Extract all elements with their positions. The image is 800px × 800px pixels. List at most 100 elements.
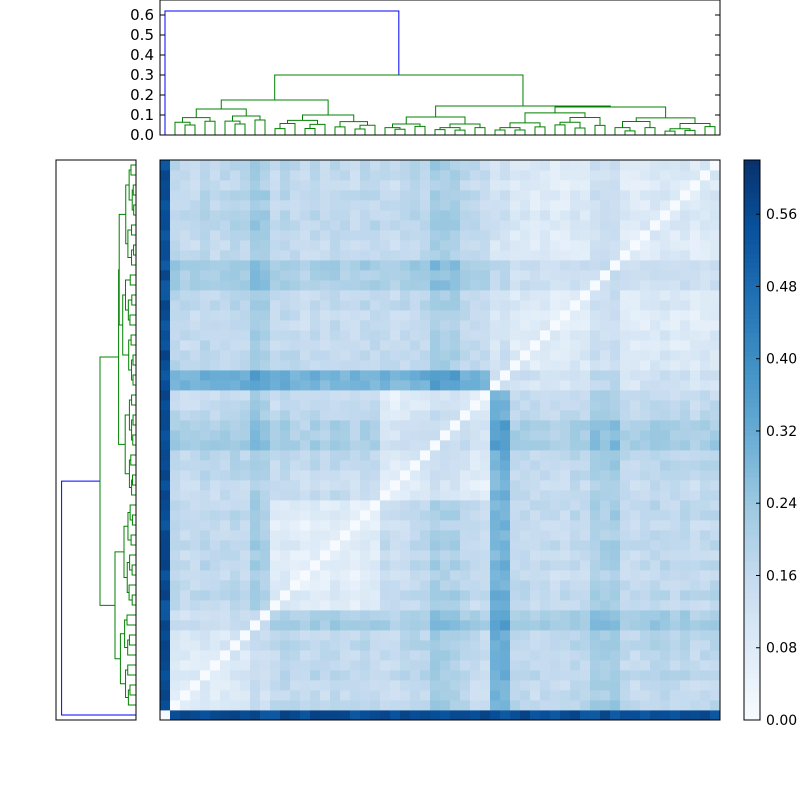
heatmap-cell: [410, 220, 421, 231]
heatmap-cell: [190, 700, 201, 711]
heatmap-cell: [330, 600, 341, 611]
heatmap-cell: [460, 640, 471, 651]
heatmap-cell: [540, 390, 551, 401]
heatmap-cell: [330, 200, 341, 211]
heatmap-cell: [320, 270, 331, 281]
heatmap-cell: [410, 710, 421, 721]
heatmap-cell: [160, 310, 171, 321]
heatmap-cell: [350, 280, 361, 291]
heatmap-cell: [550, 230, 561, 241]
heatmap-cell: [600, 630, 611, 641]
heatmap-cell: [710, 670, 721, 681]
heatmap-cell: [550, 530, 561, 541]
heatmap-cell: [540, 580, 551, 591]
top-dendrogram-link: [554, 124, 566, 135]
heatmap-cell: [460, 300, 471, 311]
heatmap-cell: [490, 620, 501, 631]
heatmap-cell: [370, 350, 381, 361]
heatmap-cell: [370, 450, 381, 461]
heatmap-cell: [260, 430, 271, 441]
heatmap-cell: [530, 380, 541, 391]
heatmap-cell: [250, 190, 261, 201]
heatmap-cell: [440, 580, 451, 591]
heatmap-cell: [680, 660, 691, 671]
left-dendrogram-link: [132, 354, 136, 366]
heatmap-cell: [250, 490, 261, 501]
heatmap-cell: [520, 360, 531, 371]
heatmap-cell: [610, 670, 621, 681]
heatmap-cell: [180, 210, 191, 221]
heatmap-cell: [610, 290, 621, 301]
heatmap-cell: [300, 570, 311, 581]
heatmap-cell: [480, 340, 491, 351]
heatmap-cell: [480, 380, 491, 391]
heatmap-cell: [480, 160, 491, 171]
heatmap-cell: [480, 710, 491, 721]
heatmap-cell: [700, 440, 711, 451]
heatmap-cell: [620, 670, 631, 681]
heatmap-cell: [290, 640, 301, 651]
heatmap-cell: [550, 670, 561, 681]
heatmap-cell: [220, 320, 231, 331]
heatmap-cell: [540, 260, 551, 271]
heatmap-cell: [290, 450, 301, 461]
heatmap-cell: [560, 670, 571, 681]
left-dendrogram-link: [133, 204, 136, 216]
colorbar-segment: [744, 692, 760, 698]
heatmap-cell: [410, 620, 421, 631]
heatmap-cell: [400, 280, 411, 291]
colorbar-segment: [744, 622, 760, 628]
heatmap-cell: [660, 180, 671, 191]
heatmap-cell: [470, 580, 481, 591]
heatmap-cell: [570, 170, 581, 181]
heatmap-cell: [460, 450, 471, 461]
heatmap-cell: [180, 710, 191, 721]
heatmap-cell: [430, 620, 441, 631]
heatmap-cell: [240, 710, 251, 721]
heatmap-cell: [590, 670, 601, 681]
heatmap-cell: [480, 280, 491, 291]
heatmap-cell: [170, 710, 181, 721]
heatmap-cell: [560, 300, 571, 311]
heatmap-cell: [560, 680, 571, 691]
heatmap-cell: [540, 230, 551, 241]
heatmap-cell: [400, 660, 411, 671]
heatmap-cell: [500, 560, 511, 571]
heatmap-cell: [260, 550, 271, 561]
heatmap-cell: [480, 190, 491, 201]
heatmap-cell: [530, 650, 541, 661]
heatmap-cell: [180, 220, 191, 231]
heatmap-cell: [380, 450, 391, 461]
heatmap-cell: [650, 630, 661, 641]
left-dendrogram-link: [125, 279, 131, 311]
heatmap-cell: [270, 620, 281, 631]
heatmap-cell: [380, 670, 391, 681]
heatmap-cell: [660, 320, 671, 331]
heatmap-cell: [640, 570, 651, 581]
heatmap-cell: [630, 410, 641, 421]
heatmap-cell: [240, 430, 251, 441]
heatmap-cell: [560, 220, 571, 231]
heatmap-cell: [660, 630, 671, 641]
heatmap-cell: [590, 230, 601, 241]
heatmap-cell: [540, 280, 551, 291]
heatmap-cell: [310, 530, 321, 541]
heatmap-cell: [540, 360, 551, 371]
heatmap-cell: [570, 530, 581, 541]
colorbar-segment: [744, 309, 760, 315]
heatmap-cell: [370, 190, 381, 201]
heatmap-cell: [290, 270, 301, 281]
heatmap-cell: [290, 350, 301, 361]
heatmap-cell: [650, 700, 661, 711]
heatmap-cell: [680, 650, 691, 661]
heatmap-cell: [450, 430, 461, 441]
heatmap-cell: [170, 420, 181, 431]
heatmap-cell: [710, 480, 721, 491]
heatmap-cell: [370, 180, 381, 191]
heatmap-cell: [160, 670, 171, 681]
heatmap-cell: [270, 360, 281, 371]
heatmap-cell: [690, 470, 701, 481]
heatmap-cell: [660, 280, 671, 291]
heatmap-cell: [490, 430, 501, 441]
heatmap-cell: [630, 270, 641, 281]
